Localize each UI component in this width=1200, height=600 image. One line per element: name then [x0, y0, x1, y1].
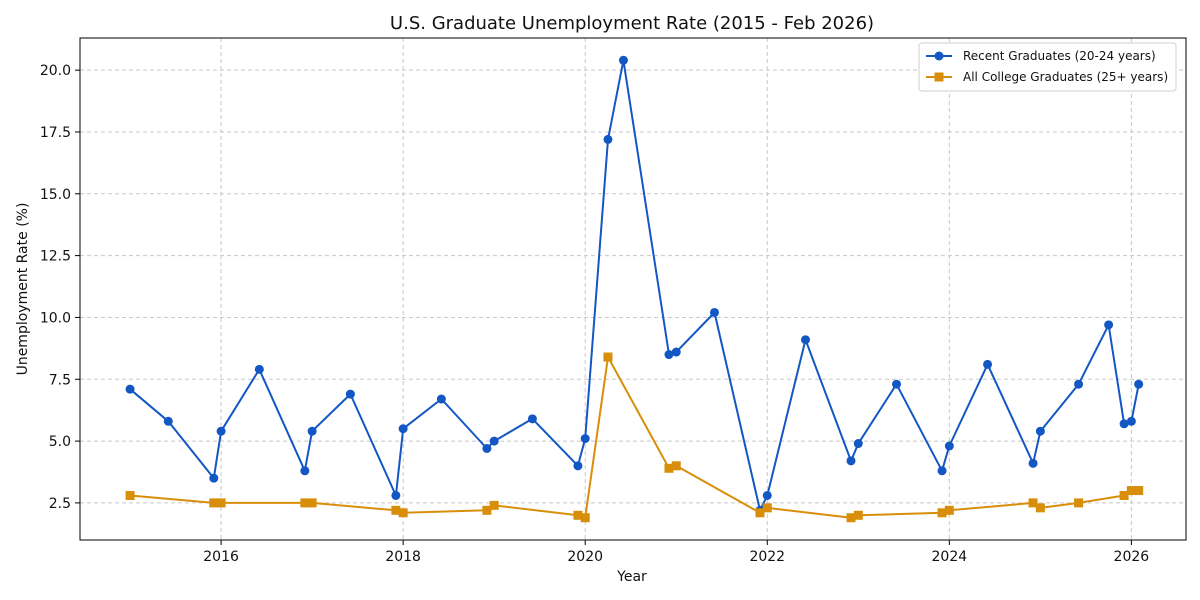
- series-2: [125, 352, 1144, 523]
- data-point: [580, 434, 590, 444]
- y-tick-label: 10.0: [40, 310, 71, 326]
- data-point: [163, 416, 173, 426]
- data-point: [853, 510, 863, 520]
- data-point: [209, 473, 219, 483]
- data-point: [762, 503, 772, 513]
- y-tick-label: 20.0: [40, 63, 71, 79]
- data-point: [664, 463, 674, 473]
- data-point: [209, 498, 219, 508]
- series-1: [125, 55, 1144, 515]
- data-point: [618, 55, 628, 65]
- series-line: [130, 356, 1139, 519]
- y-tick-label: 5.0: [49, 434, 71, 450]
- data-point: [307, 426, 317, 436]
- legend-label-recent-graduates: Recent Graduates (20-24 years): [963, 49, 1156, 63]
- data-point: [1074, 498, 1084, 508]
- data-point: [573, 461, 583, 471]
- legend-box: [918, 42, 1177, 92]
- data-point: [755, 508, 765, 518]
- data-point: [1134, 486, 1144, 496]
- data-point: [762, 490, 772, 500]
- data-point: [1119, 419, 1129, 429]
- data-point: [853, 439, 863, 449]
- data-point: [664, 350, 674, 360]
- data-point: [671, 347, 681, 357]
- data-point: [603, 134, 613, 144]
- plot-area-frame: [79, 37, 1187, 541]
- data-point: [345, 389, 355, 399]
- data-point: [709, 307, 719, 317]
- series-line: [129, 59, 1140, 512]
- chart-title: U.S. Graduate Unemployment Rate (2015 - …: [390, 13, 874, 34]
- data-point: [398, 424, 408, 434]
- data-point: [671, 461, 681, 471]
- data-point: [1028, 458, 1038, 468]
- legend-label-all-college-graduates: All College Graduates (25+ years): [963, 70, 1168, 84]
- data-point: [254, 364, 264, 374]
- data-point: [1035, 503, 1045, 513]
- series-layer: [125, 55, 1144, 523]
- data-point: [391, 490, 401, 500]
- data-point: [983, 359, 993, 369]
- x-tick-label: 2024: [932, 549, 968, 565]
- data-point: [216, 498, 226, 508]
- data-point: [125, 490, 135, 500]
- data-point: [307, 498, 317, 508]
- data-point: [937, 466, 947, 476]
- x-axis-label: Year: [616, 569, 647, 585]
- y-tick-label: 2.5: [49, 496, 71, 512]
- data-point: [846, 456, 856, 466]
- legend-marker-all-college-graduates: [934, 72, 944, 82]
- data-point: [216, 426, 226, 436]
- data-point: [1074, 379, 1084, 389]
- x-tick-label: 2018: [385, 549, 421, 565]
- x-tick-label: 2016: [203, 549, 239, 565]
- legend: Recent Graduates (20-24 years) All Colle…: [918, 42, 1177, 92]
- data-point: [300, 498, 310, 508]
- x-tick-label: 2022: [749, 549, 785, 565]
- data-point: [1104, 320, 1114, 330]
- legend-marker-recent-graduates: [934, 51, 944, 61]
- data-point: [436, 394, 446, 404]
- data-point: [573, 510, 583, 520]
- data-point: [846, 513, 856, 523]
- axis-ticks: 2016 2018 2020 2022 2024 2026 2.5 5.0 7.5 10.0 12.…: [40, 63, 1149, 565]
- data-point: [800, 335, 810, 345]
- data-point: [489, 500, 499, 510]
- data-point: [482, 505, 492, 515]
- data-point: [398, 508, 408, 518]
- data-point: [892, 379, 902, 389]
- data-point: [937, 508, 947, 518]
- x-tick-label: 2026: [1114, 549, 1150, 565]
- data-point: [603, 352, 613, 362]
- data-point: [1134, 379, 1144, 389]
- x-tick-label: 2020: [567, 549, 603, 565]
- y-tick-label: 7.5: [49, 372, 71, 388]
- data-point: [580, 513, 590, 523]
- y-tick-label: 15.0: [40, 187, 71, 203]
- y-tick-label: 12.5: [40, 249, 71, 265]
- data-point: [1119, 490, 1129, 500]
- data-point: [125, 384, 135, 394]
- data-point: [1028, 498, 1038, 508]
- y-tick-label: 17.5: [40, 125, 71, 141]
- data-point: [527, 414, 537, 424]
- data-point: [489, 436, 499, 446]
- data-point: [1126, 486, 1136, 496]
- data-point: [1126, 416, 1136, 426]
- data-point: [482, 444, 492, 454]
- data-point: [300, 466, 310, 476]
- data-point: [1035, 426, 1045, 436]
- data-point: [391, 505, 401, 515]
- y-axis-label: Unemployment Rate (%): [15, 203, 31, 376]
- data-point: [944, 441, 954, 451]
- grid-lines: [80, 38, 1186, 540]
- data-point: [944, 505, 954, 515]
